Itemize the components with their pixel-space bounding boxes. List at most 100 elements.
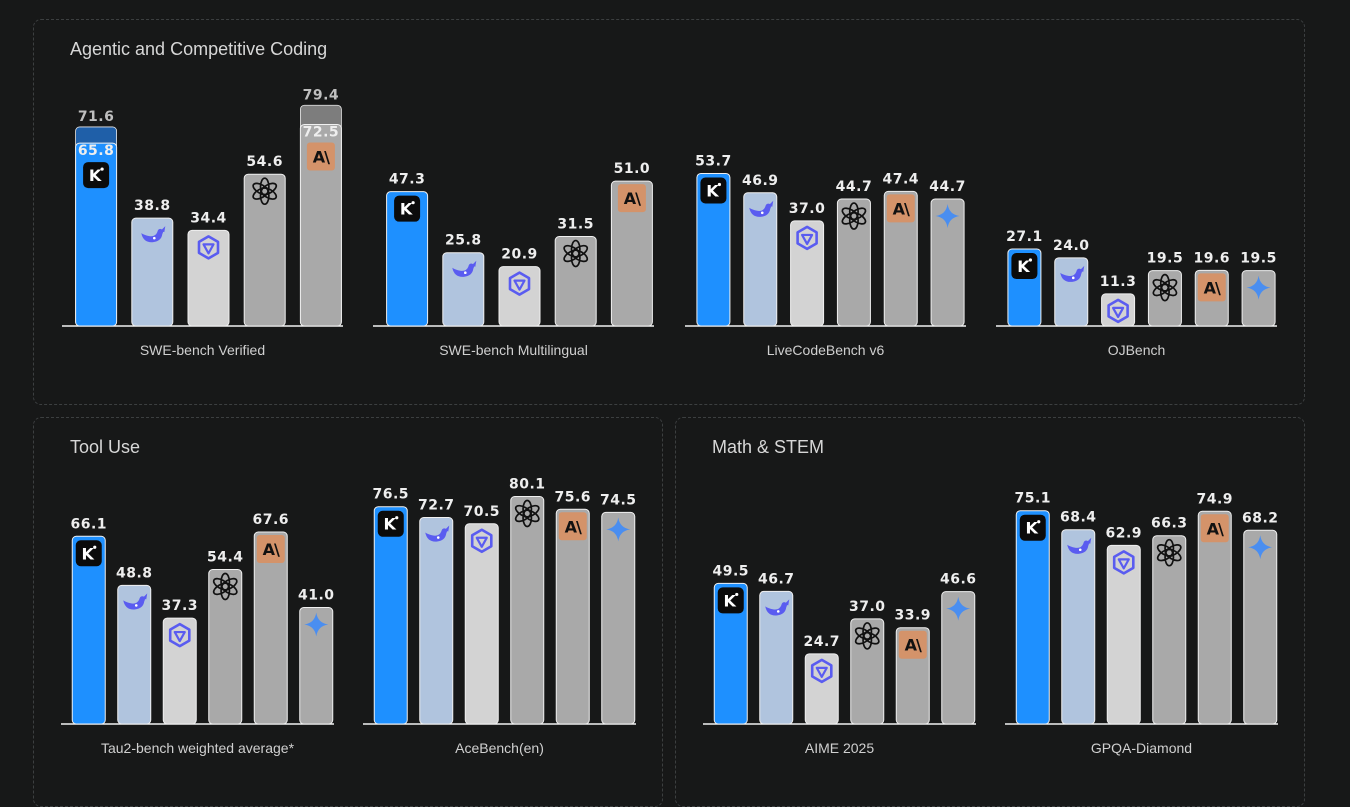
bar-rect-gemini (299, 607, 334, 725)
bar-rect-openai (1152, 535, 1187, 725)
chart-7: 75.1 K 68.4 62.9 66.3 74.9 A\ 68.2 GPQA-Diamond (1005, 491, 1278, 756)
bar-deepseek: 48.8 (116, 565, 153, 725)
bar-anthropic: 19.6 A\ (1193, 250, 1230, 327)
x-axis-label: OJBench (1108, 342, 1166, 358)
bar-value-label: 20.9 (501, 247, 538, 263)
bar-value-label: 62.9 (1105, 525, 1142, 541)
svg-text:K: K (1017, 257, 1030, 276)
x-axis-label: Tau2-bench weighted average* (101, 740, 295, 756)
kimi-k-icon: K (75, 540, 102, 567)
bar-rect-kimi (696, 172, 731, 327)
bar-value-label: 70.5 (463, 504, 500, 520)
bar-value-label: 47.3 (389, 172, 426, 188)
anthropic-icon: A\ (617, 184, 646, 213)
bar-qwen: 34.4 (187, 210, 230, 327)
bar-qwen: 37.3 (161, 598, 198, 725)
qwen-icon (810, 658, 833, 684)
bar-anthropic: 51.0 A\ (610, 161, 653, 327)
bar-deepseek: 72.7 (418, 498, 454, 725)
bar-anthropic: 75.6 A\ (554, 489, 591, 725)
deepseek-whale-icon (749, 200, 774, 217)
bar-rect-openai (554, 236, 597, 327)
svg-text:A\: A\ (905, 636, 922, 655)
bar-value-label: 47.4 (882, 171, 919, 187)
x-axis-label: SWE-bench Verified (140, 342, 265, 358)
qwen-icon (508, 271, 531, 296)
openai-icon (563, 239, 589, 268)
bar-deepseek: 46.7 (758, 571, 794, 725)
deepseek-whale-icon (141, 226, 166, 243)
chart-3: 27.1 K 24.0 11.3 19.5 19.6 A\ 19.5 OJBench (996, 229, 1277, 358)
chart-5: 76.5 K 72.7 70.5 80.1 75.6 A\ 74.5 AceBench(en) (363, 477, 637, 756)
bar-value-label: 48.8 (116, 565, 153, 581)
openai-icon (841, 202, 867, 230)
openai-icon (212, 572, 238, 601)
bar-value-label: 37.0 (789, 201, 826, 217)
gemini-sparkle-icon (304, 612, 329, 637)
bar-rect-kimi (386, 191, 429, 327)
chart-6: 49.5 K 46.7 24.7 37.0 33.9 A\ 46.6 AIME 2025 (703, 563, 977, 756)
x-axis-label: GPQA-Diamond (1091, 740, 1192, 756)
kimi-k-icon: K (1019, 514, 1046, 541)
bar-anthropic: 79.4 72.5 A\ (299, 87, 342, 327)
qwen-icon (1112, 550, 1135, 575)
bar-value-label: 19.5 (1240, 251, 1277, 267)
x-axis-label: SWE-bench Multilingual (439, 342, 588, 358)
bar-kimi: 53.7 K (695, 153, 731, 327)
openai-icon (1152, 273, 1178, 302)
bar-kimi: 49.5 K (712, 563, 749, 725)
kimi-k-icon: K (1011, 253, 1038, 280)
gemini-sparkle-icon (1246, 275, 1271, 300)
bar-kimi: 76.5 K (372, 487, 409, 725)
svg-text:A\: A\ (263, 540, 280, 559)
bar-rect-kimi (1015, 510, 1050, 725)
bar-rect-anthropic (1197, 510, 1232, 725)
bar-rect-deepseek (442, 252, 485, 327)
bar-anthropic: 74.9 A\ (1196, 491, 1233, 725)
svg-text:K: K (82, 544, 95, 563)
svg-text:K: K (400, 200, 413, 219)
bar-qwen: 24.7 (803, 634, 840, 725)
bar-openai: 31.5 (554, 217, 597, 327)
bar-kimi: 27.1 K (1006, 229, 1042, 327)
bar-value-label: 75.6 (554, 489, 591, 505)
bar-value-label: 31.5 (557, 217, 594, 233)
qwen-icon (796, 225, 818, 251)
bar-rect-gemini (1243, 529, 1278, 725)
bar-value-label: 54.6 (246, 154, 283, 170)
benchmark-charts: 71.6 65.8 K 38.8 34.4 54.6 79.4 72.5 A\ SWE-bench… (61, 87, 1278, 756)
bar-anthropic: 47.4 A\ (882, 171, 919, 327)
bar-value-label: 11.3 (1100, 274, 1137, 290)
bar-value-label: 74.5 (600, 492, 637, 508)
bar-openai: 44.7 (836, 179, 872, 327)
openai-icon (252, 177, 278, 206)
bar-value-label: 46.6 (940, 572, 977, 588)
section-title-tool-use: Tool Use (70, 437, 141, 457)
svg-text:A\: A\ (1207, 519, 1224, 538)
bar-value-label: 51.0 (614, 161, 651, 177)
bar-value-label: 65.8 (78, 143, 115, 159)
qwen-icon (197, 235, 220, 260)
anthropic-icon: A\ (886, 194, 915, 223)
bar-rect-deepseek (117, 584, 152, 725)
bar-value-label: 49.5 (712, 563, 749, 579)
qwen-icon (470, 528, 493, 554)
bar-value-label: 46.9 (742, 173, 779, 189)
kimi-k-icon: K (83, 162, 110, 189)
bar-rect-anthropic (555, 508, 590, 725)
bar-rect-kimi (71, 535, 106, 725)
svg-text:K: K (706, 181, 719, 200)
bar-openai: 66.3 (1151, 516, 1187, 725)
bar-rect-openai (243, 173, 286, 327)
panel-agentic-coding (33, 19, 1305, 405)
anthropic-icon: A\ (1197, 273, 1226, 302)
bar-value-label: 24.7 (803, 634, 840, 650)
anthropic-icon: A\ (898, 630, 927, 659)
bar-openai: 54.4 (207, 550, 243, 725)
bar-rect-anthropic (883, 190, 918, 327)
bar-rect-anthropic (299, 123, 342, 327)
bar-rect-openai (836, 198, 871, 327)
qwen-icon (1107, 298, 1129, 324)
deepseek-whale-icon (123, 593, 148, 610)
openai-icon (1156, 538, 1182, 567)
